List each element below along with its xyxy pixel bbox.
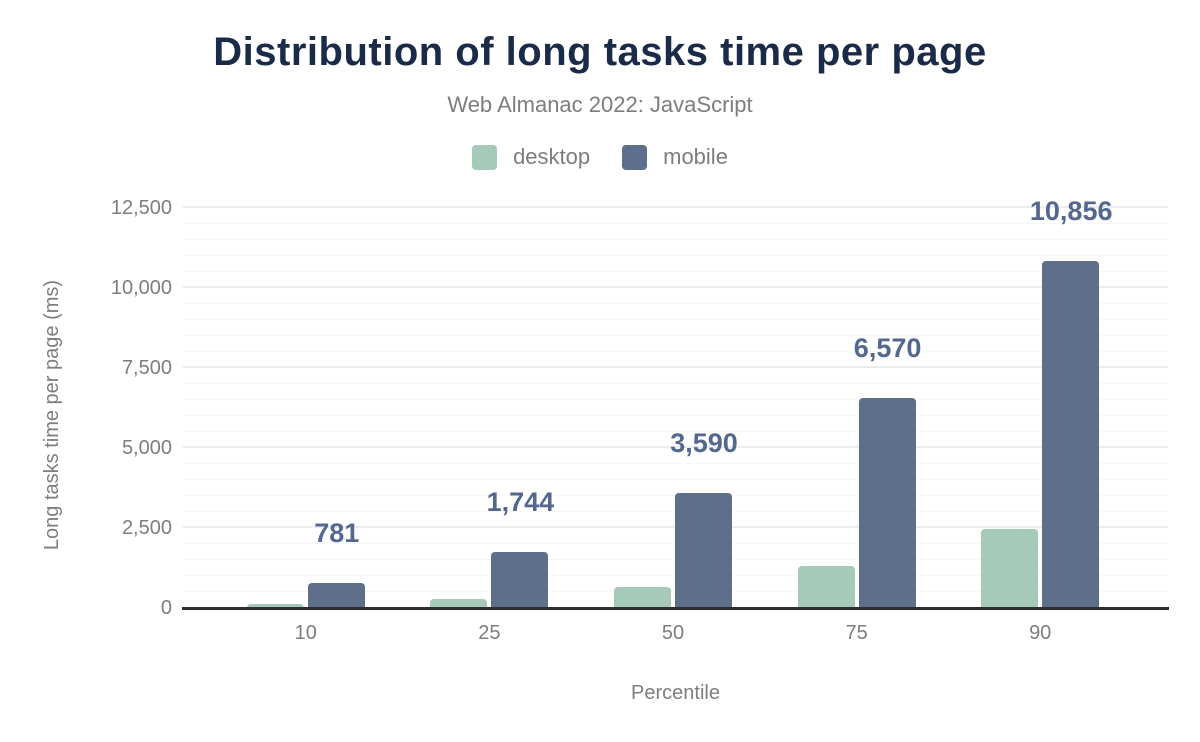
major-gridline-7500 <box>183 366 1168 368</box>
bar-group-p90: 10,856 <box>981 197 1112 608</box>
minor-gridline-8500 <box>183 334 1168 336</box>
value-label-mobile-p50: 3,590 <box>670 428 738 459</box>
y-tick-label-0: 0 <box>160 597 172 619</box>
legend-label-mobile: mobile <box>663 144 728 169</box>
legend-swatch-mobile <box>622 144 648 170</box>
bar-desktop-p50 <box>614 586 671 608</box>
bar-mobile-p25 <box>491 552 549 608</box>
bar-desktop-p25 <box>430 598 488 608</box>
x-tick-label-90: 90 <box>1029 622 1052 644</box>
legend-label-desktop: desktop <box>513 144 591 169</box>
bar-desktop-p10 <box>246 603 304 608</box>
chart-subtitle: Web Almanac 2022: JavaScript <box>447 92 753 117</box>
minor-gridline-9000 <box>183 318 1168 320</box>
minor-gridline-6500 <box>183 398 1168 400</box>
major-gridline-5000 <box>183 446 1168 448</box>
bar-desktop-p90 <box>981 528 1039 608</box>
bar-mobile-p50 <box>675 493 732 608</box>
y-tick-label-5000: 5,000 <box>121 437 172 459</box>
bar-group-p25: 1,744 <box>430 207 554 608</box>
major-gridline-10000 <box>183 286 1168 288</box>
plot-area: 781 1,744 3,590 6,570 10,856 <box>182 197 1169 610</box>
y-tick-label-7500: 7,500 <box>121 357 172 379</box>
minor-gridline-8000 <box>183 350 1168 352</box>
chart-title: Distribution of long tasks time per page <box>213 30 987 74</box>
chart-legend: desktop mobile <box>0 143 1200 171</box>
legend-swatch-desktop <box>472 144 498 170</box>
y-tick-label-10000: 10,000 <box>110 277 172 299</box>
legend-item-mobile: mobile <box>622 144 728 170</box>
value-label-mobile-p25: 1,744 <box>486 487 555 518</box>
minor-gridline-5500 <box>183 430 1168 432</box>
value-label-mobile-p75: 6,570 <box>853 332 922 363</box>
bar-group-p10: 781 <box>246 207 365 608</box>
bar-group-p75: 6,570 <box>797 207 921 608</box>
minor-gridline-11500 <box>183 238 1168 240</box>
x-tick-label-75: 75 <box>845 622 868 644</box>
value-label-mobile-p90: 10,856 <box>1029 195 1113 226</box>
minor-gridline-9500 <box>183 302 1168 304</box>
minor-gridline-10500 <box>183 270 1168 272</box>
x-tick-label-25: 25 <box>478 622 501 644</box>
x-tick-label-50: 50 <box>661 622 685 644</box>
minor-gridline-12000 <box>183 222 1168 224</box>
minor-gridline-4000 <box>183 478 1168 480</box>
y-tick-label-2500: 2,500 <box>121 517 172 539</box>
minor-gridline-11000 <box>183 254 1168 256</box>
bar-mobile-p10 <box>307 583 365 608</box>
y-axis-title: Long tasks time per page (ms) <box>41 279 63 551</box>
minor-gridline-4500 <box>183 462 1168 464</box>
bar-group-p50: 3,590 <box>614 207 738 608</box>
y-tick-label-12500: 12,500 <box>110 197 172 219</box>
bar-mobile-p90 <box>1042 260 1100 608</box>
legend-item-desktop: desktop <box>472 144 590 170</box>
bar-mobile-p75 <box>858 397 916 608</box>
minor-gridline-6000 <box>183 414 1168 416</box>
value-label-mobile-p10: 781 <box>314 518 360 549</box>
x-axis-line <box>182 607 1169 610</box>
x-axis-title: Percentile <box>631 682 720 704</box>
major-gridline-12500 <box>183 206 1168 208</box>
minor-gridline-7000 <box>183 382 1168 384</box>
bar-desktop-p75 <box>797 565 855 608</box>
x-tick-label-10: 10 <box>294 622 317 644</box>
